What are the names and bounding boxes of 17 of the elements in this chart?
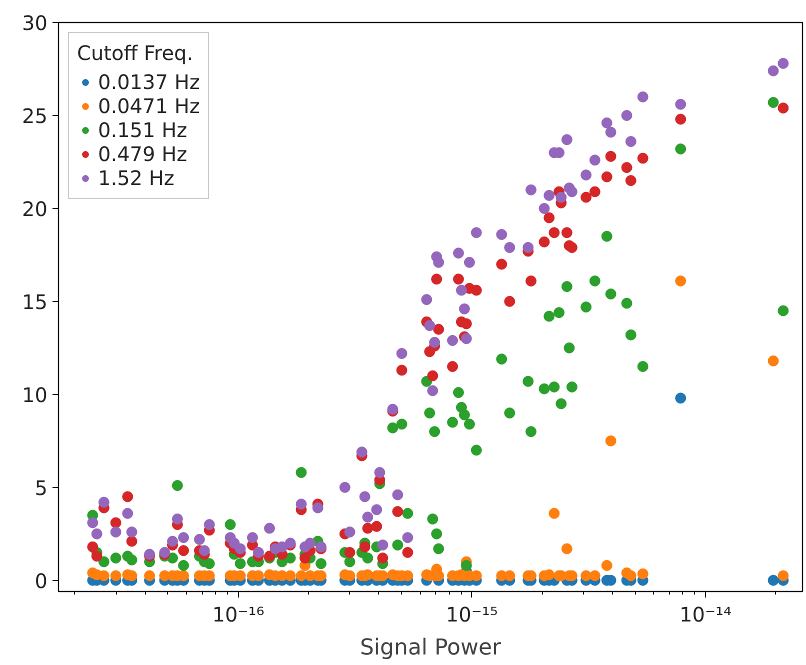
x-tick-label: 10⁻¹⁵ (446, 602, 498, 626)
y-tick-label: 30 (22, 11, 48, 35)
y-tick-label: 25 (22, 104, 48, 128)
legend-label: 0.151 Hz (98, 118, 188, 142)
y-tick-label: 10 (22, 382, 48, 407)
legend-title: Cutoff Freq. (77, 41, 194, 65)
legend-label: 1.52 Hz (98, 166, 174, 190)
y-tick-label: 15 (22, 290, 48, 314)
legend-label: 0.479 Hz (98, 142, 188, 166)
y-tick-label: 5 (34, 476, 48, 500)
x-axis-title: Signal Power (360, 636, 502, 660)
y-tick-label: 20 (22, 196, 48, 221)
legend-label: 0.0471 Hz (98, 94, 200, 118)
legend-label: 0.0137 Hz (98, 70, 200, 94)
x-tick-label: 10⁻¹⁴ (680, 602, 732, 626)
y-tick-label: 0 (34, 568, 48, 593)
x-tick-label: 10⁻¹⁶ (212, 602, 264, 626)
